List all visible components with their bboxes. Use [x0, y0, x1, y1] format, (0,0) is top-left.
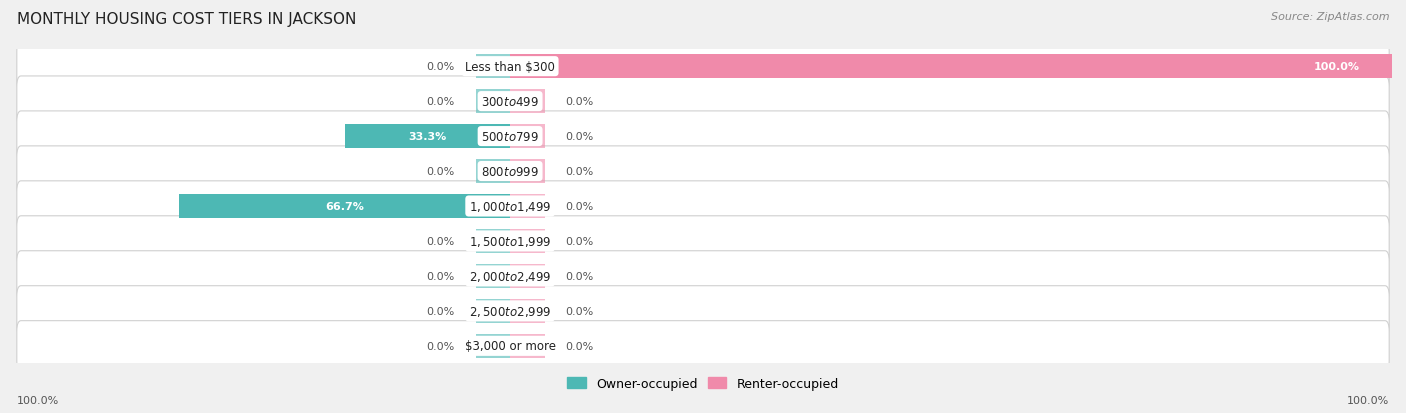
- Legend: Owner-occupied, Renter-occupied: Owner-occupied, Renter-occupied: [562, 372, 844, 395]
- Text: 0.0%: 0.0%: [565, 271, 593, 281]
- Text: 0.0%: 0.0%: [427, 166, 456, 177]
- FancyBboxPatch shape: [17, 112, 1389, 162]
- Text: Less than $300: Less than $300: [465, 61, 555, 74]
- Bar: [475, 334, 510, 358]
- Text: 0.0%: 0.0%: [565, 306, 593, 316]
- Text: 0.0%: 0.0%: [427, 97, 456, 107]
- Text: $500 to $799: $500 to $799: [481, 130, 538, 143]
- Text: $1,500 to $1,999: $1,500 to $1,999: [468, 235, 551, 248]
- FancyBboxPatch shape: [17, 147, 1389, 197]
- Bar: [475, 230, 510, 253]
- Text: 100.0%: 100.0%: [1313, 62, 1360, 72]
- FancyBboxPatch shape: [17, 42, 1389, 92]
- Text: 100.0%: 100.0%: [17, 395, 59, 405]
- Text: 0.0%: 0.0%: [565, 132, 593, 142]
- Bar: [510, 125, 544, 149]
- Text: 100.0%: 100.0%: [1347, 395, 1389, 405]
- Bar: [510, 55, 1392, 79]
- Text: $1,000 to $1,499: $1,000 to $1,499: [468, 199, 551, 214]
- Text: 0.0%: 0.0%: [565, 236, 593, 247]
- Text: $2,500 to $2,999: $2,500 to $2,999: [468, 304, 551, 318]
- Text: 0.0%: 0.0%: [427, 306, 456, 316]
- Text: 0.0%: 0.0%: [565, 341, 593, 351]
- Text: Source: ZipAtlas.com: Source: ZipAtlas.com: [1271, 12, 1389, 22]
- Text: 0.0%: 0.0%: [427, 236, 456, 247]
- Text: $2,000 to $2,499: $2,000 to $2,499: [468, 269, 551, 283]
- Bar: [510, 299, 544, 323]
- Text: $3,000 or more: $3,000 or more: [464, 339, 555, 352]
- Bar: [475, 299, 510, 323]
- Text: 33.3%: 33.3%: [408, 132, 447, 142]
- FancyBboxPatch shape: [17, 216, 1389, 266]
- Bar: [510, 90, 544, 114]
- FancyBboxPatch shape: [17, 321, 1389, 371]
- Text: MONTHLY HOUSING COST TIERS IN JACKSON: MONTHLY HOUSING COST TIERS IN JACKSON: [17, 12, 356, 27]
- Text: 0.0%: 0.0%: [565, 202, 593, 211]
- Text: 66.7%: 66.7%: [325, 202, 364, 211]
- Bar: [344, 125, 510, 149]
- Bar: [179, 195, 510, 218]
- Text: 0.0%: 0.0%: [427, 341, 456, 351]
- FancyBboxPatch shape: [17, 251, 1389, 301]
- Text: $300 to $499: $300 to $499: [481, 95, 538, 108]
- Bar: [510, 230, 544, 253]
- Text: $800 to $999: $800 to $999: [481, 165, 538, 178]
- Text: 0.0%: 0.0%: [565, 166, 593, 177]
- FancyBboxPatch shape: [17, 181, 1389, 232]
- Bar: [475, 55, 510, 79]
- Text: 0.0%: 0.0%: [427, 271, 456, 281]
- Bar: [510, 160, 544, 183]
- Text: 0.0%: 0.0%: [427, 62, 456, 72]
- FancyBboxPatch shape: [17, 77, 1389, 127]
- Bar: [510, 334, 544, 358]
- Bar: [475, 160, 510, 183]
- Bar: [475, 90, 510, 114]
- Bar: [510, 264, 544, 288]
- FancyBboxPatch shape: [17, 286, 1389, 336]
- Text: 0.0%: 0.0%: [565, 97, 593, 107]
- Bar: [475, 264, 510, 288]
- Bar: [510, 195, 544, 218]
